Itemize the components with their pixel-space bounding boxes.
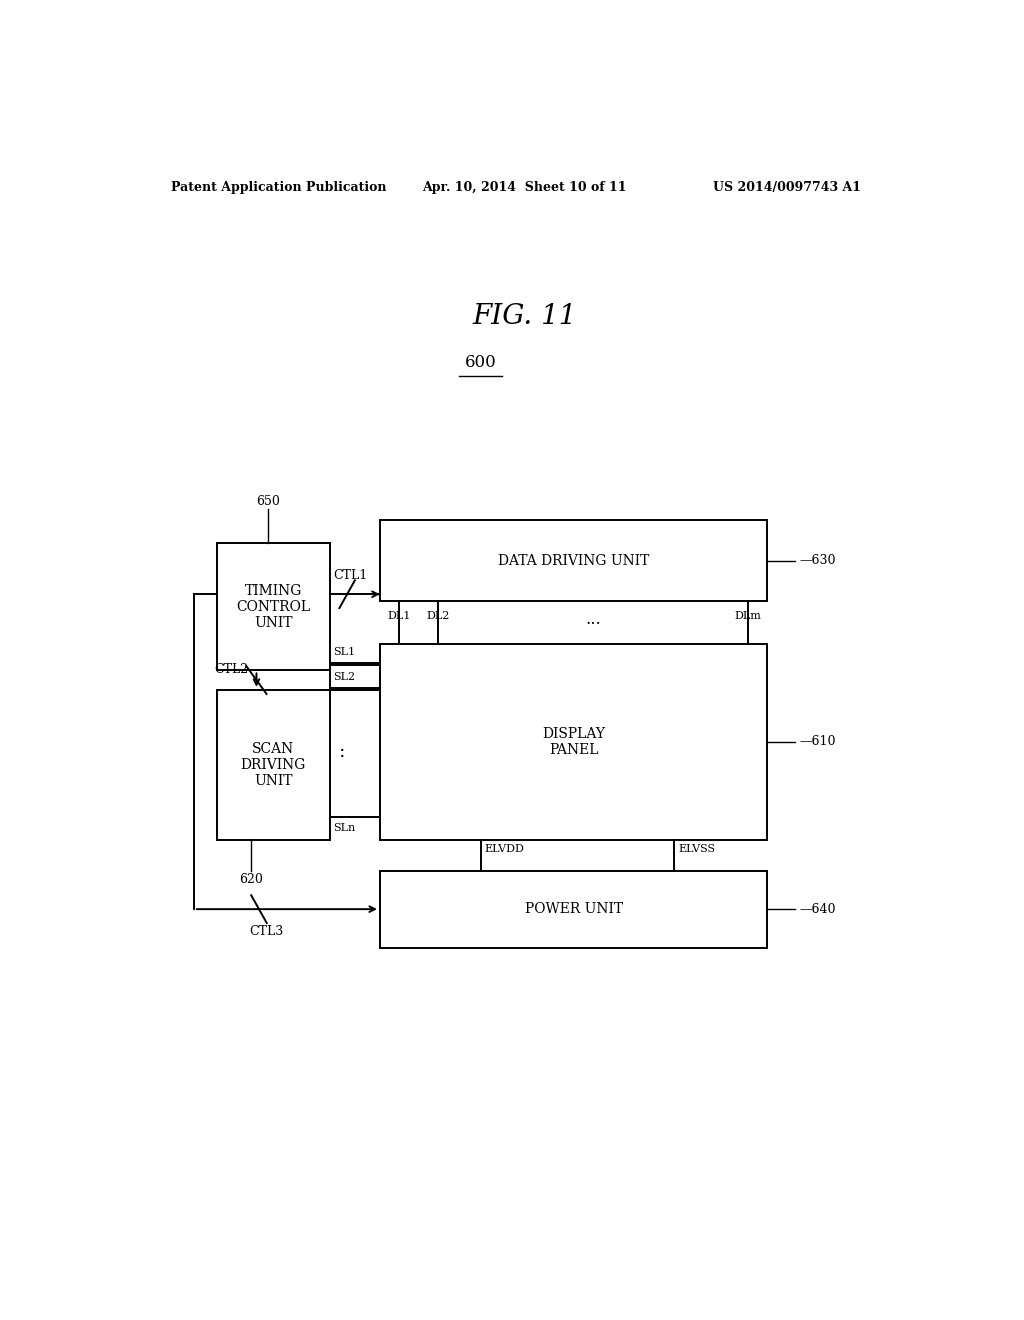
Text: FIG. 11: FIG. 11 bbox=[473, 302, 577, 330]
Text: 620: 620 bbox=[239, 874, 263, 887]
Text: POWER UNIT: POWER UNIT bbox=[524, 902, 623, 916]
Text: DL2: DL2 bbox=[426, 611, 450, 622]
Text: DLm: DLm bbox=[734, 611, 762, 622]
Text: 650: 650 bbox=[256, 495, 280, 508]
Bar bbox=[380, 520, 767, 601]
Text: Apr. 10, 2014  Sheet 10 of 11: Apr. 10, 2014 Sheet 10 of 11 bbox=[423, 181, 627, 194]
Bar bbox=[217, 689, 330, 840]
Bar bbox=[330, 663, 380, 690]
Text: ELVDD: ELVDD bbox=[484, 843, 524, 854]
Text: Patent Application Publication: Patent Application Publication bbox=[171, 181, 386, 194]
Text: —610: —610 bbox=[800, 735, 837, 748]
Text: —630: —630 bbox=[800, 554, 837, 568]
Bar bbox=[380, 871, 767, 948]
Text: —640: —640 bbox=[800, 903, 837, 916]
Text: TIMING
CONTROL
UNIT: TIMING CONTROL UNIT bbox=[237, 583, 310, 630]
Text: SL1: SL1 bbox=[334, 647, 355, 657]
Text: DISPLAY
PANEL: DISPLAY PANEL bbox=[542, 726, 605, 756]
Text: SLn: SLn bbox=[334, 822, 355, 833]
Text: SCAN
DRIVING
UNIT: SCAN DRIVING UNIT bbox=[241, 742, 306, 788]
Text: DATA DRIVING UNIT: DATA DRIVING UNIT bbox=[498, 553, 649, 568]
Text: CTL2: CTL2 bbox=[215, 663, 249, 676]
Text: US 2014/0097743 A1: US 2014/0097743 A1 bbox=[713, 181, 861, 194]
Text: :: : bbox=[339, 743, 345, 762]
Text: ...: ... bbox=[585, 611, 601, 628]
Text: 600: 600 bbox=[465, 354, 497, 371]
Text: ELVSS: ELVSS bbox=[678, 843, 716, 854]
Text: DL1: DL1 bbox=[387, 611, 411, 622]
Text: CTL1: CTL1 bbox=[334, 569, 368, 582]
Bar bbox=[217, 544, 330, 671]
Text: SL2: SL2 bbox=[334, 672, 355, 682]
Bar bbox=[380, 644, 767, 840]
Text: CTL3: CTL3 bbox=[250, 924, 284, 937]
